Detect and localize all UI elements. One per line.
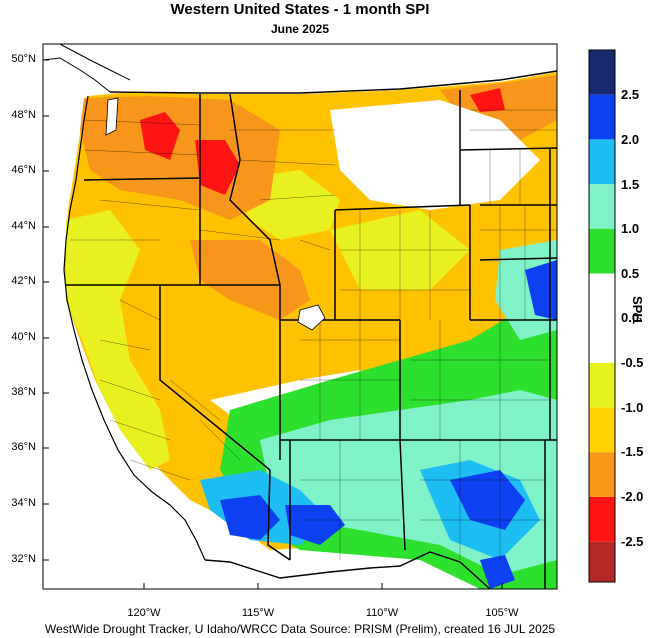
spi-region-normal-mt xyxy=(330,100,540,210)
spi-region-dry-west xyxy=(66,210,170,470)
spi-region-red-b xyxy=(195,140,240,195)
great-salt-lake xyxy=(297,304,326,331)
lat-label: 40°N xyxy=(11,331,36,343)
colorbar-bin xyxy=(589,452,615,497)
colorbar-bin xyxy=(589,362,615,408)
colorbar-bin xyxy=(589,497,615,542)
colorbar-bin xyxy=(589,228,615,274)
lat-label: 32°N xyxy=(11,553,36,565)
lon-label: 115°W xyxy=(241,607,275,619)
lat-label: 36°N xyxy=(11,441,36,453)
spi-region-red-a xyxy=(140,112,180,160)
colorbar-bin xyxy=(589,273,615,319)
colorbar-bin xyxy=(589,318,615,363)
map-subtitle: June 2025 xyxy=(270,22,330,36)
lat-label: 48°N xyxy=(11,109,36,121)
colorbar-label: 0.5 xyxy=(621,266,640,281)
lat-label: 34°N xyxy=(11,497,36,509)
colorbar xyxy=(588,49,616,583)
colorbar-bin xyxy=(589,139,615,185)
colorbar-bin xyxy=(589,94,615,140)
colorbar-label: -1.5 xyxy=(621,444,644,459)
lon-label: 110°W xyxy=(365,607,399,619)
lat-label: 50°N xyxy=(11,53,36,65)
us-mexico-border xyxy=(204,551,491,589)
spi-region-very-wet-nm xyxy=(450,470,525,530)
lat-label: 38°N xyxy=(11,386,36,398)
lat-label: 44°N xyxy=(11,220,36,232)
footer-credit: WestWide Drought Tracker, U Idaho/WRCC D… xyxy=(44,622,556,636)
spi-region-very-wet-ks xyxy=(525,260,557,320)
colorbar-bin xyxy=(589,407,615,453)
colorbar-label: 1.5 xyxy=(621,177,640,192)
map-frame xyxy=(42,43,558,590)
colorbar-title: SPI1 xyxy=(630,296,645,325)
colorbar-label: 1.0 xyxy=(621,221,640,236)
spi-region-very-wet-az2 xyxy=(285,505,345,545)
axis-ticks xyxy=(43,59,503,589)
spi-region-very-wet-tx xyxy=(480,555,515,589)
colorbar-bin xyxy=(589,50,615,95)
colorbar-label: -1.0 xyxy=(621,400,644,415)
puget-sound xyxy=(105,97,119,136)
us-canada-border xyxy=(109,70,557,94)
lat-label: 42°N xyxy=(11,275,36,287)
state-borders xyxy=(66,90,557,589)
colorbar-label: 0.0 xyxy=(621,310,640,325)
colorbar-label: 2.0 xyxy=(621,132,640,147)
county-borders xyxy=(70,109,557,560)
lon-label: 120°W xyxy=(127,607,161,619)
map-title: Western United States - 1 month SPI xyxy=(170,1,430,18)
spi-region-orange-nw xyxy=(80,96,280,220)
spi-region-very-wet-az xyxy=(220,495,280,540)
colorbar-bin xyxy=(589,184,615,229)
colorbar-frame xyxy=(588,49,616,583)
colorbar-bin xyxy=(589,541,615,582)
colorbar-label: 2.5 xyxy=(621,87,640,102)
colorbar-label: -2.0 xyxy=(621,489,644,504)
coastline xyxy=(63,95,206,561)
spi-region-red-c xyxy=(470,88,505,112)
canada-coast xyxy=(43,44,131,93)
colorbar-label: -2.5 xyxy=(621,534,644,549)
colorbar-label: -0.5 xyxy=(621,355,644,370)
lat-label: 46°N xyxy=(11,164,36,176)
lon-label: 105°W xyxy=(485,607,519,619)
